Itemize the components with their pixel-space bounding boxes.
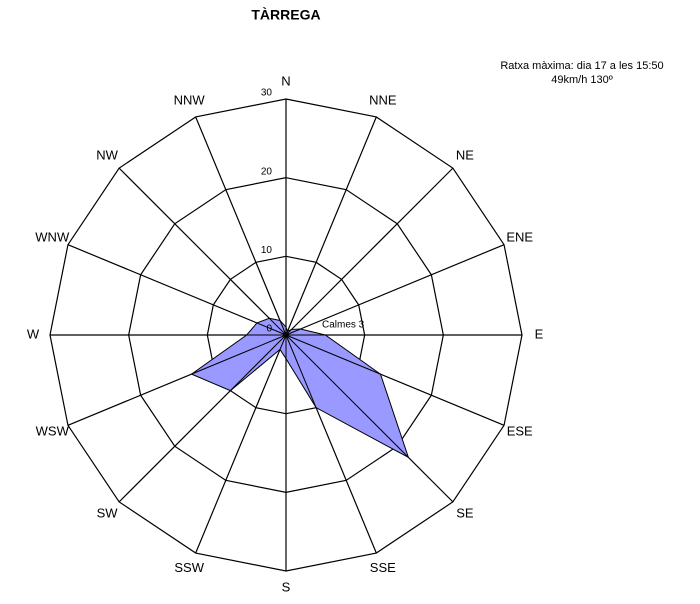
spoke <box>195 116 287 336</box>
direction-label: SE <box>456 505 474 520</box>
direction-label: SSE <box>370 560 396 575</box>
direction-label: NNE <box>369 93 397 108</box>
direction-label: ESE <box>507 423 533 438</box>
direction-label: S <box>282 579 291 594</box>
direction-label: E <box>535 326 544 341</box>
data-spoke <box>279 320 287 336</box>
data-spoke <box>191 334 287 375</box>
data-spoke <box>285 334 317 408</box>
data-spoke <box>285 329 292 336</box>
wind-area <box>190 317 410 459</box>
spoke <box>285 167 454 336</box>
data-spoke <box>285 334 409 458</box>
r-tick-label: 30 <box>261 88 273 99</box>
data-spoke <box>256 322 287 336</box>
data-spoke <box>268 317 287 336</box>
direction-label: N <box>281 73 290 88</box>
calm-label: Calmes 3 <box>322 320 365 331</box>
spoke <box>118 167 287 336</box>
direction-label: NE <box>456 148 474 163</box>
annotation: Ratxa màxima: dia 17 a les 15:50 <box>500 60 663 72</box>
direction-label: NW <box>96 148 118 163</box>
direction-label: WNW <box>35 230 70 245</box>
r-tick-label: 10 <box>261 245 273 256</box>
spoke <box>285 244 505 336</box>
direction-label: NNW <box>174 93 206 108</box>
data-spoke <box>285 334 381 375</box>
annotation: 49km/h 130º <box>551 74 613 86</box>
chart-title: TÀRREGA <box>251 7 320 23</box>
direction-label: SW <box>97 505 119 520</box>
spoke <box>67 244 287 336</box>
data-spoke <box>285 328 301 336</box>
direction-label: ENE <box>506 230 533 245</box>
spoke <box>195 334 287 554</box>
spoke <box>285 116 377 336</box>
direction-label: WSW <box>36 423 70 438</box>
direction-label: SSW <box>174 560 204 575</box>
r-tick-label: 0 <box>266 324 272 335</box>
data-spoke <box>279 334 287 350</box>
data-spoke <box>230 334 287 391</box>
r-tick-label: 20 <box>261 166 273 177</box>
direction-label: W <box>27 326 40 341</box>
